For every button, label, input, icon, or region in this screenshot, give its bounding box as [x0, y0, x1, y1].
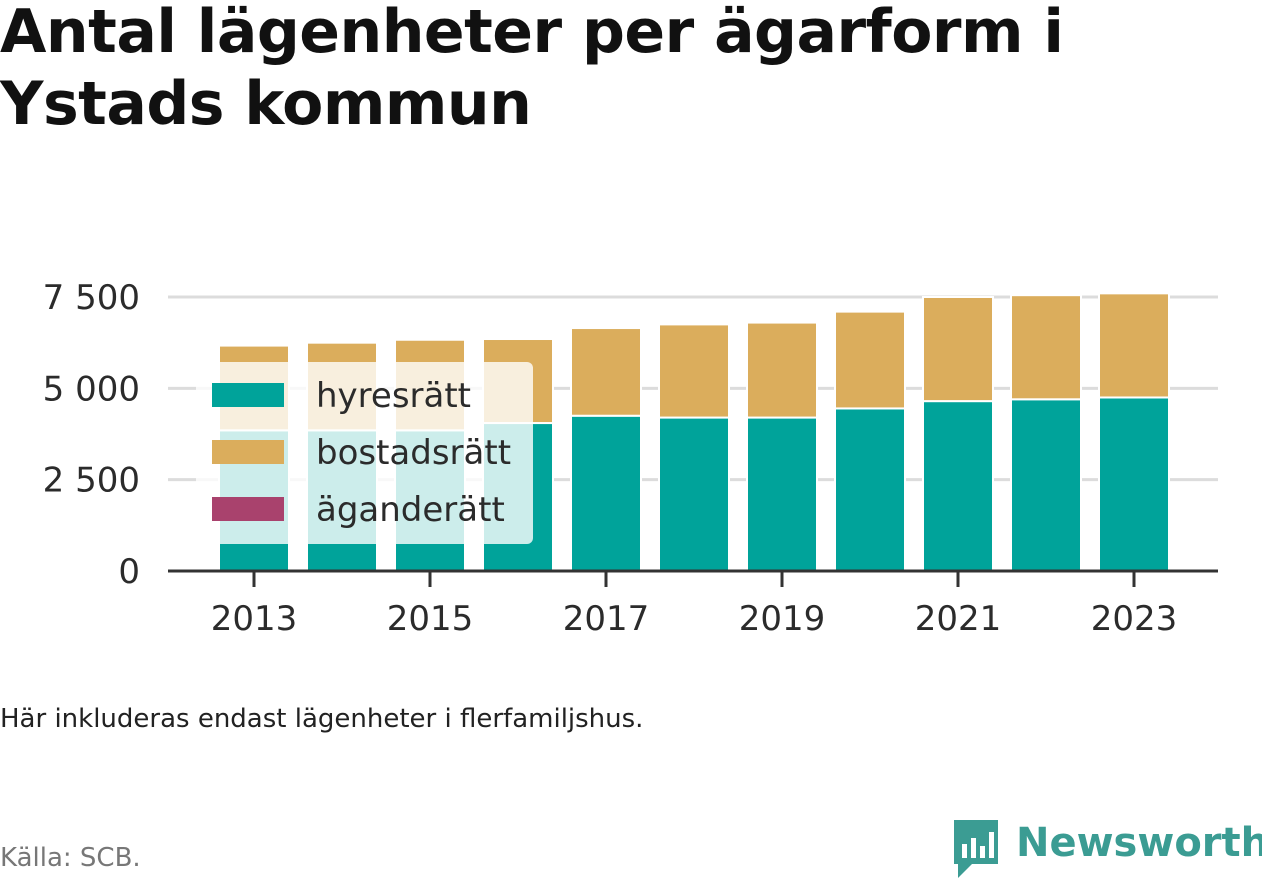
- legend-label: hyresrätt: [316, 376, 471, 416]
- x-tick-label: 2015: [387, 599, 474, 639]
- bar-segment: [746, 416, 818, 572]
- bar-segment: [570, 327, 642, 417]
- legend-swatch: [212, 497, 284, 521]
- bar-chart: 0 2 500 5 000 7 500 2013 2015 2017 2019 2021 202…: [43, 278, 1218, 639]
- bar-segment: [658, 416, 730, 572]
- legend-label: bostadsrätt: [316, 433, 511, 473]
- legend: hyresrätt bostadsrätt äganderätt: [196, 362, 533, 544]
- bar-segment: [746, 321, 818, 419]
- y-tick-label: 0: [118, 552, 140, 592]
- x-tick-label: 2021: [915, 599, 1002, 639]
- bar-segment: [1010, 398, 1082, 572]
- chart-note: Här inkluderas endast lägenheter i flerf…: [0, 704, 644, 734]
- y-tick-label: 7 500: [43, 278, 140, 318]
- x-tick-label: 2023: [1091, 599, 1178, 639]
- bar-segment: [1098, 292, 1170, 399]
- y-tick-label: 2 500: [43, 461, 140, 501]
- source-credit: Källa: SCB.: [0, 843, 141, 873]
- bar-segment: [834, 310, 906, 410]
- bar-segment: [834, 407, 906, 572]
- bar-segment: [1010, 294, 1082, 401]
- x-tick-label: 2013: [211, 599, 298, 639]
- bar-segment: [1098, 396, 1170, 573]
- chart-title: Antal lägenheter per ägarform i Ystads k…: [0, 0, 1064, 139]
- bar-segment: [570, 414, 642, 572]
- bar-segment: [922, 400, 994, 572]
- legend-swatch: [212, 383, 284, 407]
- y-tick-label: 5 000: [43, 369, 140, 409]
- newsworthy-logo-icon: [954, 820, 998, 878]
- y-axis-ticks: 0 2 500 5 000 7 500: [43, 278, 140, 592]
- bar-segment: [658, 323, 730, 419]
- newsworthy-logo[interactable]: Newsworthy: [950, 818, 1262, 878]
- x-tick-label: 2019: [739, 599, 826, 639]
- bar-segment: [922, 296, 994, 403]
- x-tick-label: 2017: [563, 599, 650, 639]
- x-axis-ticks: 2013 2015 2017 2019 2021 2023: [211, 571, 1178, 639]
- legend-label: äganderätt: [316, 490, 505, 530]
- brand-name: Newsworthy: [1016, 820, 1262, 866]
- legend-swatch: [212, 440, 284, 464]
